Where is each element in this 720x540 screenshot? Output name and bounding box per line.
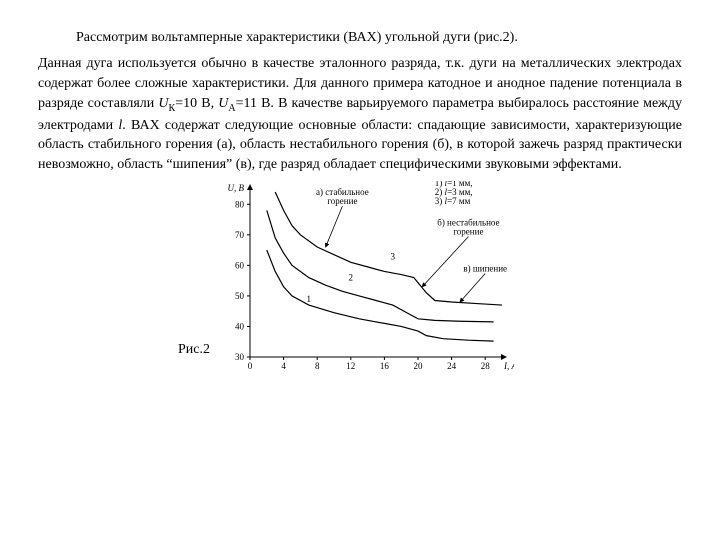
- svg-text:4: 4: [281, 361, 286, 371]
- svg-text:24: 24: [447, 361, 457, 371]
- svg-text:12: 12: [346, 361, 355, 371]
- svg-text:3: 3: [391, 251, 396, 261]
- svg-text:70: 70: [235, 230, 245, 240]
- svg-text:0: 0: [248, 361, 253, 371]
- svg-text:20: 20: [414, 361, 424, 371]
- svg-text:40: 40: [235, 322, 245, 332]
- figure-block: Рис.2 0481216202428304050607080I, АU, В1…: [38, 181, 682, 386]
- svg-text:50: 50: [235, 291, 245, 301]
- svg-text:8: 8: [315, 361, 320, 371]
- svg-text:горение: горение: [327, 196, 357, 206]
- vax-chart: 0481216202428304050607080I, АU, В123а) с…: [214, 181, 514, 386]
- svg-text:2: 2: [349, 273, 354, 283]
- svg-text:28: 28: [481, 361, 491, 371]
- svg-text:80: 80: [235, 200, 245, 210]
- paragraph-body: Данная дуга используется обычно в качест…: [38, 54, 682, 175]
- svg-text:I, А: I, А: [503, 361, 514, 371]
- svg-text:в) шипение: в) шипение: [463, 264, 507, 274]
- svg-text:горение: горение: [453, 227, 483, 237]
- svg-text:16: 16: [380, 361, 390, 371]
- paragraph-intro: Рассмотрим вольтамперные характеристики …: [38, 28, 682, 48]
- svg-text:60: 60: [235, 261, 245, 271]
- figure-caption: Рис.2: [178, 342, 210, 358]
- svg-text:3) l=7 мм: 3) l=7 мм: [435, 196, 471, 206]
- svg-text:30: 30: [235, 352, 245, 362]
- svg-text:1: 1: [307, 294, 312, 304]
- svg-text:U, В: U, В: [228, 183, 245, 193]
